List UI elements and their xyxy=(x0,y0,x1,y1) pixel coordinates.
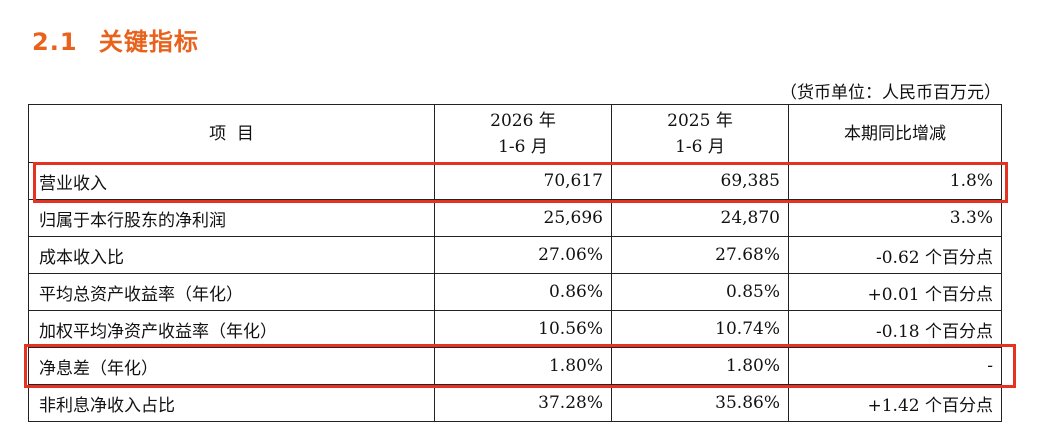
row-value-2025: 35.86% xyxy=(611,384,789,422)
row-value-2026: 0.86% xyxy=(434,273,612,311)
row-value-2026: 27.06% xyxy=(434,236,612,274)
row-change: 3.3% xyxy=(788,199,1002,237)
row-item: 平均总资产收益率（年化） xyxy=(28,273,435,311)
table-row: 加权平均净资产收益率（年化） 10.56% 10.74% -0.18 个百分点 xyxy=(28,310,1002,348)
highlight-box-net-interest-margin xyxy=(24,344,1016,388)
row-item: 营业收入 xyxy=(28,162,435,200)
row-item: 净息差（年化） xyxy=(28,347,435,385)
row-value-2026: 25,696 xyxy=(434,199,612,237)
table-row: 营业收入 70,617 69,385 1.8% xyxy=(28,162,1002,200)
section-number: 2.1 xyxy=(32,28,78,56)
currency-unit-note: （货币单位：人民币百万元） xyxy=(780,83,1001,103)
table-row: 归属于本行股东的净利润 25,696 24,870 3.3% xyxy=(28,199,1002,237)
section-title-text: 关键指标 xyxy=(98,28,199,56)
header-item-label: 项 目 xyxy=(209,123,254,144)
header-2026-year: 2026 年 xyxy=(490,110,556,131)
row-value-2025: 10.74% xyxy=(611,310,789,348)
row-change: +0.01 个百分点 xyxy=(788,273,1002,311)
row-change: - xyxy=(788,347,1002,385)
header-2025-year: 2025 年 xyxy=(667,110,733,131)
highlight-box-revenue xyxy=(33,162,1008,203)
row-item: 加权平均净资产收益率（年化） xyxy=(28,310,435,348)
header-change-label: 本期同比增减 xyxy=(844,123,946,144)
table-row: 净息差（年化） 1.80% 1.80% - xyxy=(28,347,1002,385)
row-value-2026: 10.56% xyxy=(434,310,612,348)
header-2026: 2026 年 1-6 月 xyxy=(434,104,612,163)
table-row: 非利息净收入占比 37.28% 35.86% +1.42 个百分点 xyxy=(28,384,1002,422)
header-2026-period: 1-6 月 xyxy=(498,136,548,157)
table-header-row: 项 目 2026 年 1-6 月 2025 年 1-6 月 本期同比增减 xyxy=(28,104,1002,163)
header-2025-period: 1-6 月 xyxy=(675,136,725,157)
row-item: 非利息净收入占比 xyxy=(28,384,435,422)
row-value-2025: 69,385 xyxy=(611,162,789,200)
row-value-2025: 24,870 xyxy=(611,199,789,237)
table-row: 成本收入比 27.06% 27.68% -0.62 个百分点 xyxy=(28,236,1002,274)
row-item: 成本收入比 xyxy=(28,236,435,274)
header-2025: 2025 年 1-6 月 xyxy=(611,104,789,163)
section-title: 2.1 关键指标 xyxy=(32,22,199,57)
row-value-2026: 70,617 xyxy=(434,162,612,200)
header-change: 本期同比增减 xyxy=(788,104,1002,163)
row-value-2026: 37.28% xyxy=(434,384,612,422)
row-change: -0.18 个百分点 xyxy=(788,310,1002,348)
row-item: 归属于本行股东的净利润 xyxy=(28,199,435,237)
row-change: -0.62 个百分点 xyxy=(788,236,1002,274)
row-value-2026: 1.80% xyxy=(434,347,612,385)
row-value-2025: 27.68% xyxy=(611,236,789,274)
row-change: +1.42 个百分点 xyxy=(788,384,1002,422)
header-item: 项 目 xyxy=(28,104,435,163)
row-value-2025: 0.85% xyxy=(611,273,789,311)
table-row: 平均总资产收益率（年化） 0.86% 0.85% +0.01 个百分点 xyxy=(28,273,1002,311)
